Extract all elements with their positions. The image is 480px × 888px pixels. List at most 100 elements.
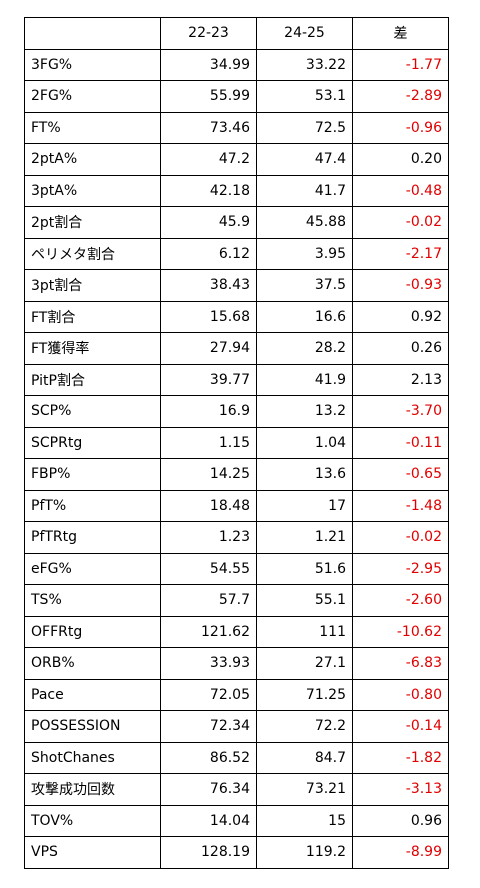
row-label: VPS [24, 836, 161, 869]
row-label: 2pt割合 [24, 206, 161, 239]
row-label: POSSESSION [24, 710, 161, 743]
value-2223: 72.34 [160, 710, 257, 743]
value-2223: 14.04 [160, 804, 257, 837]
difference-value: -1.82 [352, 741, 449, 774]
table-row: 3pt割合 38.43 37.5 -0.93 [24, 269, 449, 302]
value-2425: 33.22 [256, 48, 353, 81]
value-2223: 72.05 [160, 678, 257, 711]
value-2223: 18.48 [160, 489, 257, 522]
row-label: 3FG% [24, 48, 161, 81]
row-label: FBP% [24, 458, 161, 491]
difference-value: -8.99 [352, 836, 449, 869]
table-row: SCP% 16.9 13.2 -3.70 [24, 395, 449, 428]
row-label: PfT% [24, 489, 161, 522]
value-2223: 39.77 [160, 363, 257, 396]
difference-value: -2.89 [352, 80, 449, 113]
header-label-cell [24, 17, 161, 50]
stats-comparison-table: 22-23 24-25 差 3FG% 34.99 33.22 -1.77 2FG% 55.… [24, 17, 449, 869]
value-2425: 71.25 [256, 678, 353, 711]
value-2425: 41.7 [256, 174, 353, 207]
value-2425: 37.5 [256, 269, 353, 302]
table-row: 2ptA% 47.2 47.4 0.20 [24, 143, 449, 176]
difference-value: -3.70 [352, 395, 449, 428]
row-label: SCP% [24, 395, 161, 428]
table-row: ShotChanes 86.52 84.7 -1.82 [24, 741, 449, 774]
difference-value: -0.14 [352, 710, 449, 743]
table-row: 攻撃成功回数 76.34 73.21 -3.13 [24, 773, 449, 806]
value-2425: 119.2 [256, 836, 353, 869]
difference-value: -2.60 [352, 584, 449, 617]
difference-value: 0.26 [352, 332, 449, 365]
row-label: PfTRtg [24, 521, 161, 554]
difference-value: -1.48 [352, 489, 449, 522]
difference-value: 0.92 [352, 300, 449, 333]
row-label: 2FG% [24, 80, 161, 113]
difference-value: -2.95 [352, 552, 449, 585]
value-2425: 1.21 [256, 521, 353, 554]
table-row: PfT% 18.48 17 -1.48 [24, 489, 449, 522]
row-label: 2ptA% [24, 143, 161, 176]
difference-value: 0.20 [352, 143, 449, 176]
value-2223: 15.68 [160, 300, 257, 333]
table-row: ペリメタ割合 6.12 3.95 -2.17 [24, 237, 449, 270]
value-2425: 111 [256, 615, 353, 648]
difference-value: -0.11 [352, 426, 449, 459]
table-row: TOV% 14.04 15 0.96 [24, 804, 449, 837]
row-label: PitP割合 [24, 363, 161, 396]
table-row: FT割合 15.68 16.6 0.92 [24, 300, 449, 333]
value-2223: 14.25 [160, 458, 257, 491]
value-2223: 54.55 [160, 552, 257, 585]
difference-value: -0.96 [352, 111, 449, 144]
value-2425: 1.04 [256, 426, 353, 459]
table-row: TS% 57.7 55.1 -2.60 [24, 584, 449, 617]
value-2425: 15 [256, 804, 353, 837]
row-label: ShotChanes [24, 741, 161, 774]
table-row: SCPRtg 1.15 1.04 -0.11 [24, 426, 449, 459]
header-row: 22-23 24-25 差 [24, 17, 449, 50]
value-2223: 128.19 [160, 836, 257, 869]
value-2425: 16.6 [256, 300, 353, 333]
table-row: 2pt割合 45.9 45.88 -0.02 [24, 206, 449, 239]
row-label: FT割合 [24, 300, 161, 333]
row-label: ORB% [24, 647, 161, 680]
difference-value: -1.77 [352, 48, 449, 81]
row-label: OFFRtg [24, 615, 161, 648]
value-2223: 57.7 [160, 584, 257, 617]
table-row: VPS 128.19 119.2 -8.99 [24, 836, 449, 869]
difference-value: -0.02 [352, 206, 449, 239]
value-2223: 1.15 [160, 426, 257, 459]
table-row: OFFRtg 121.62 111 -10.62 [24, 615, 449, 648]
value-2223: 34.99 [160, 48, 257, 81]
value-2223: 6.12 [160, 237, 257, 270]
row-label: FT獲得率 [24, 332, 161, 365]
table-row: FBP% 14.25 13.6 -0.65 [24, 458, 449, 491]
table-row: FT% 73.46 72.5 -0.96 [24, 111, 449, 144]
value-2223: 16.9 [160, 395, 257, 428]
difference-value: -0.48 [352, 174, 449, 207]
row-label: 3pt割合 [24, 269, 161, 302]
difference-value: -6.83 [352, 647, 449, 680]
table-row: 3FG% 34.99 33.22 -1.77 [24, 48, 449, 81]
difference-value: -3.13 [352, 773, 449, 806]
row-label: TS% [24, 584, 161, 617]
value-2425: 27.1 [256, 647, 353, 680]
difference-value: -0.02 [352, 521, 449, 554]
row-label: 3ptA% [24, 174, 161, 207]
value-2223: 38.43 [160, 269, 257, 302]
table-row: 3ptA% 42.18 41.7 -0.48 [24, 174, 449, 207]
value-2223: 73.46 [160, 111, 257, 144]
value-2425: 47.4 [256, 143, 353, 176]
row-label: ペリメタ割合 [24, 237, 161, 270]
value-2425: 17 [256, 489, 353, 522]
value-2223: 33.93 [160, 647, 257, 680]
value-2425: 13.2 [256, 395, 353, 428]
table-row: PitP割合 39.77 41.9 2.13 [24, 363, 449, 396]
value-2425: 41.9 [256, 363, 353, 396]
row-label: SCPRtg [24, 426, 161, 459]
value-2425: 45.88 [256, 206, 353, 239]
value-2223: 45.9 [160, 206, 257, 239]
table-row: eFG% 54.55 51.6 -2.95 [24, 552, 449, 585]
table-row: ORB% 33.93 27.1 -6.83 [24, 647, 449, 680]
value-2425: 55.1 [256, 584, 353, 617]
value-2425: 3.95 [256, 237, 353, 270]
